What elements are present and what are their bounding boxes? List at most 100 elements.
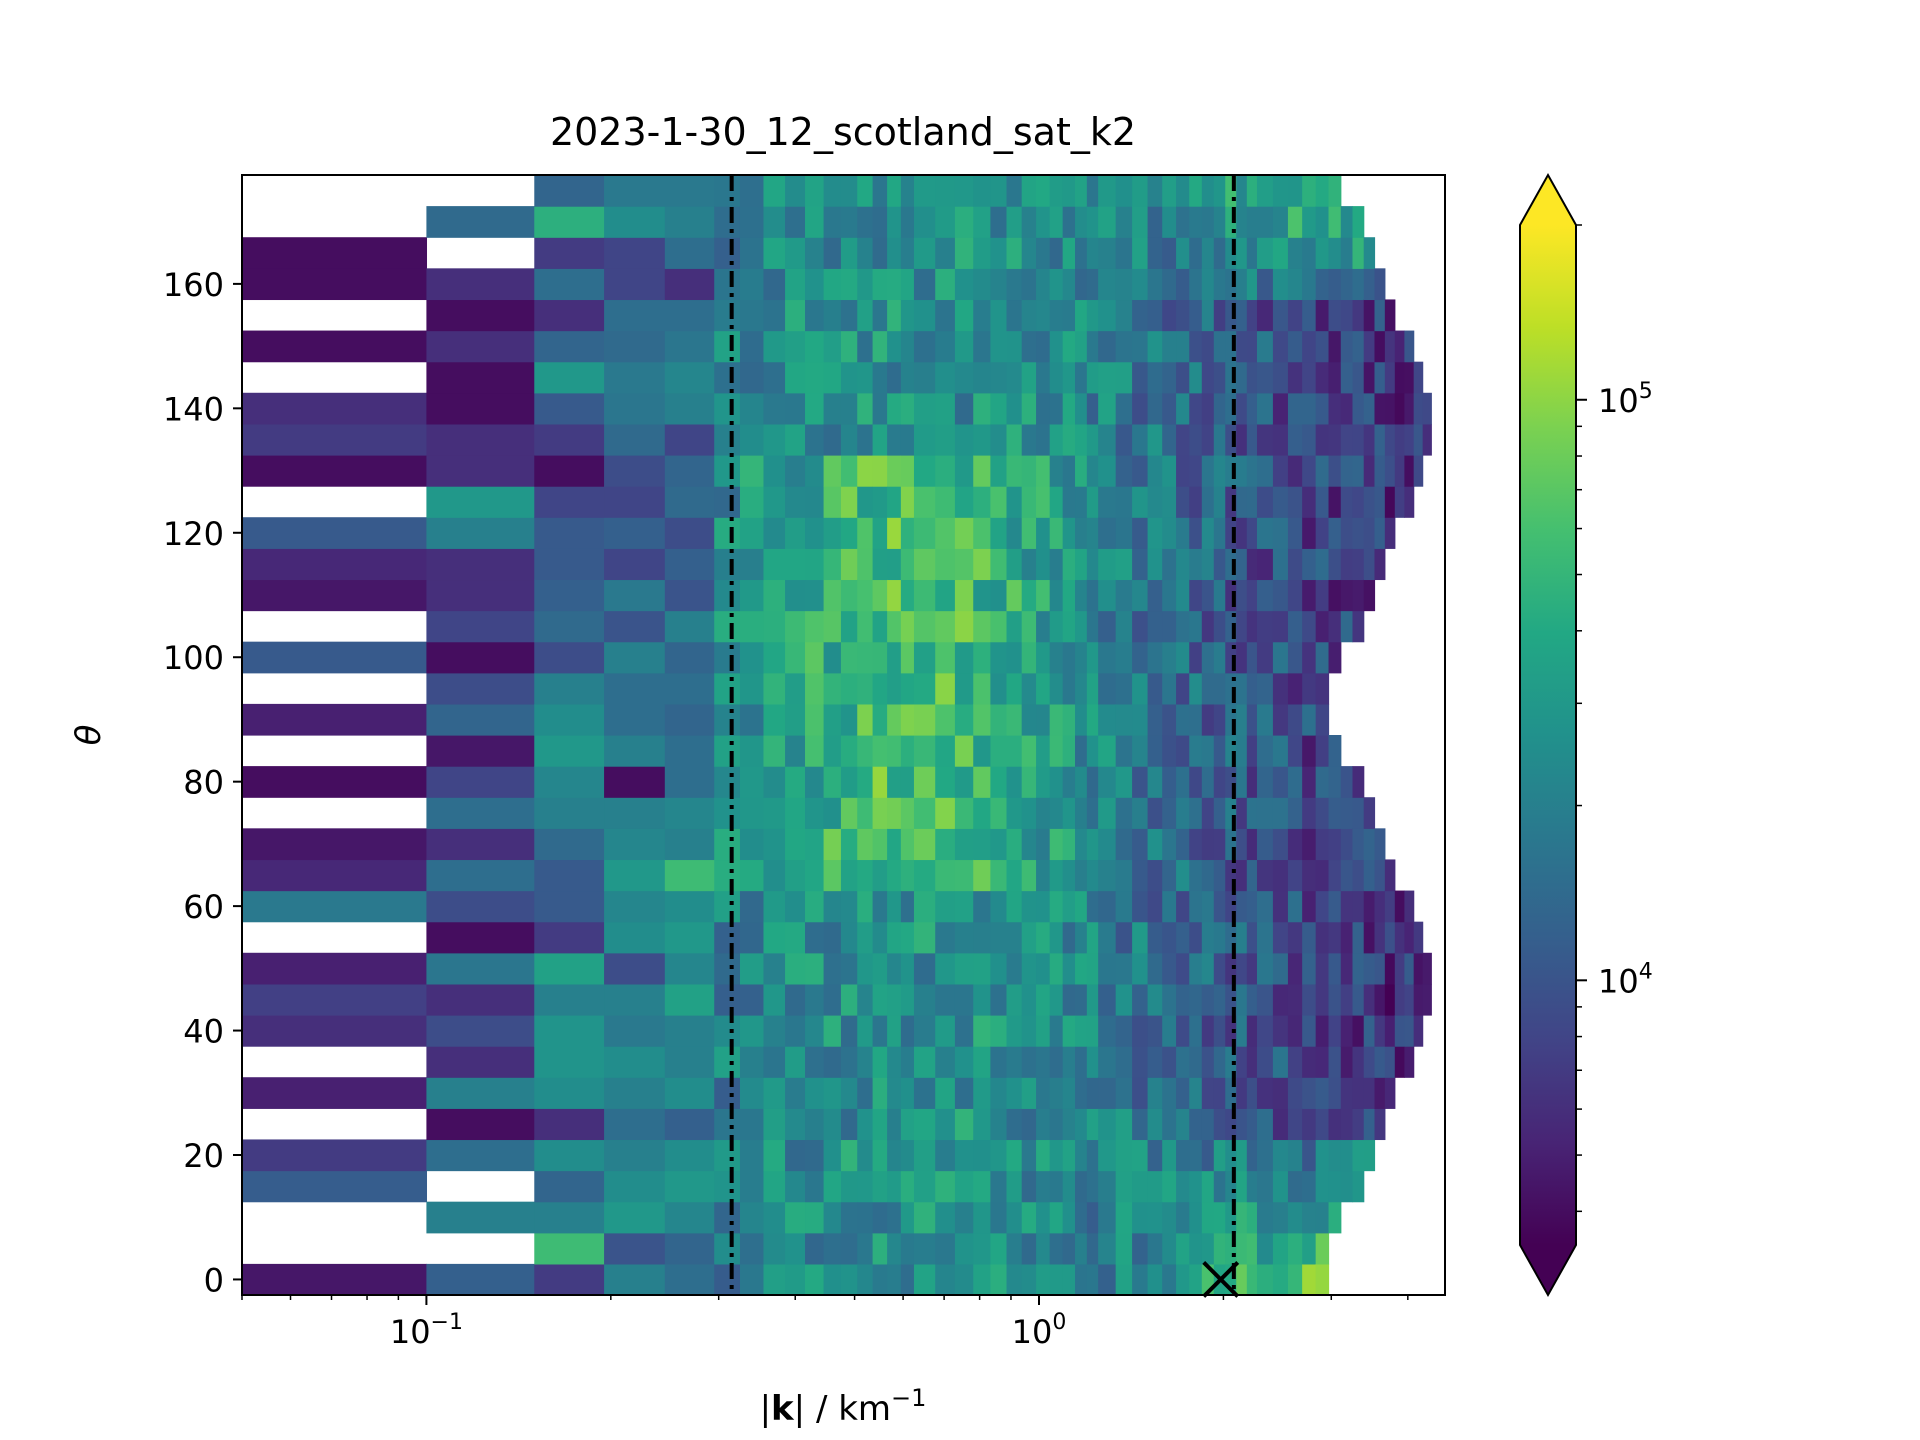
heatmap-cell — [857, 1170, 874, 1203]
heatmap-cell — [763, 828, 786, 861]
heatmap-cell — [1404, 952, 1415, 985]
heatmap-cell — [1225, 983, 1237, 1016]
heatmap-cell — [1098, 1077, 1117, 1109]
heatmap-cell — [1132, 1046, 1149, 1078]
heatmap-cell — [1352, 392, 1365, 425]
heatmap-cell — [1049, 641, 1064, 674]
x-tick-label: 10−1 — [390, 1310, 463, 1351]
heatmap-cell — [900, 703, 915, 736]
heatmap-cell — [763, 1263, 786, 1295]
heatmap-cell — [887, 548, 902, 581]
heatmap-cell — [805, 1139, 825, 1172]
heatmap-cell — [1189, 610, 1203, 643]
heatmap-cell-col5 — [664, 828, 715, 861]
heatmap-cell — [900, 983, 915, 1016]
heatmap-cell — [1201, 828, 1215, 861]
heatmap-cell — [1272, 641, 1289, 674]
heatmap-cell — [1162, 361, 1177, 394]
heatmap-cell — [1302, 517, 1317, 549]
heatmap-cell — [1384, 423, 1396, 456]
heatmap-cell-col1 — [242, 766, 428, 798]
heatmap-cell — [935, 175, 956, 207]
heatmap-cell — [857, 392, 874, 425]
heatmap-cell — [1201, 766, 1215, 798]
heatmap-cell — [1404, 455, 1415, 487]
heatmap-cell — [1394, 890, 1405, 923]
heatmap-cell — [823, 1046, 842, 1078]
heatmap-cell-col3 — [534, 1201, 605, 1234]
heatmap-cell — [1086, 423, 1099, 456]
heatmap-cell — [840, 1232, 858, 1265]
heatmap-cell — [1246, 890, 1258, 923]
heatmap-cell — [1404, 1015, 1415, 1047]
heatmap-cell — [900, 1108, 915, 1141]
heatmap-cell — [1049, 268, 1064, 301]
heatmap-cell — [1021, 952, 1037, 985]
heatmap-cell — [1302, 579, 1317, 612]
heatmap-cell — [935, 423, 956, 456]
heatmap-cell — [973, 1108, 991, 1141]
heatmap-cell — [1340, 268, 1354, 301]
heatmap-cell — [739, 237, 765, 269]
heatmap-cell — [785, 797, 806, 829]
heatmap-cell-col1 — [242, 1170, 428, 1203]
heatmap-cell-col3 — [534, 268, 605, 301]
heatmap-cell — [1115, 859, 1133, 892]
heatmap-cell — [1256, 921, 1274, 954]
heatmap-cell — [840, 859, 858, 892]
heatmap-cell — [739, 455, 765, 487]
heatmap-cell — [785, 392, 806, 425]
heatmap-cell — [1302, 828, 1317, 861]
heatmap-cell — [973, 1015, 991, 1047]
heatmap-cell — [1236, 828, 1248, 861]
heatmap-cell — [714, 1108, 741, 1141]
heatmap-cell — [1075, 1139, 1088, 1172]
heatmap-cell — [1062, 392, 1076, 425]
heatmap-cell — [1036, 921, 1051, 954]
heatmap-cell — [1272, 361, 1289, 394]
heatmap-cell — [739, 1201, 765, 1234]
heatmap-cell — [1246, 517, 1258, 549]
heatmap-cell — [1086, 921, 1099, 954]
heatmap-cell — [1315, 361, 1330, 394]
heatmap-cell — [990, 237, 1008, 269]
heatmap-cell — [913, 859, 936, 892]
heatmap-cell — [1246, 921, 1258, 954]
heatmap-cell — [1147, 641, 1163, 674]
heatmap-cell — [785, 486, 806, 518]
heatmap-cell — [763, 486, 786, 518]
heatmap-cell — [739, 548, 765, 581]
heatmap-cell-col2 — [426, 735, 535, 767]
heatmap-cell — [1384, 890, 1396, 923]
heatmap-cell — [973, 579, 991, 612]
heatmap-cell — [1246, 392, 1258, 425]
heatmap-cell — [973, 610, 991, 643]
heatmap-cell — [1115, 330, 1133, 363]
heatmap-cell — [1315, 1077, 1330, 1109]
heatmap-cell-col4 — [604, 672, 666, 705]
heatmap-cell — [1384, 392, 1396, 425]
heatmap-cell — [1036, 175, 1051, 207]
heatmap-cell — [1352, 455, 1365, 487]
heatmap-cell — [1384, 859, 1396, 892]
heatmap-cell — [990, 1015, 1008, 1047]
heatmap-cell — [1384, 299, 1396, 332]
heatmap-cell — [1236, 486, 1248, 518]
heatmap-cell — [1272, 455, 1289, 487]
heatmap-cell — [857, 766, 874, 798]
heatmap-cell — [1147, 1201, 1163, 1234]
heatmap-cell — [714, 703, 741, 736]
heatmap-cell — [1302, 703, 1317, 736]
heatmap-cell — [887, 703, 902, 736]
heatmap-cell — [714, 828, 741, 861]
heatmap-cell — [1049, 175, 1064, 207]
heatmap-cell — [1256, 1170, 1274, 1203]
heatmap-cell — [935, 735, 956, 767]
heatmap-cell — [1086, 1139, 1099, 1172]
heatmap-cell — [763, 1015, 786, 1047]
heatmap-cell — [1413, 361, 1424, 394]
heatmap-cell — [1049, 548, 1064, 581]
heatmap-cell — [1213, 579, 1226, 612]
heatmap-cell-col4 — [604, 952, 666, 985]
heatmap-cell — [1236, 1201, 1248, 1234]
